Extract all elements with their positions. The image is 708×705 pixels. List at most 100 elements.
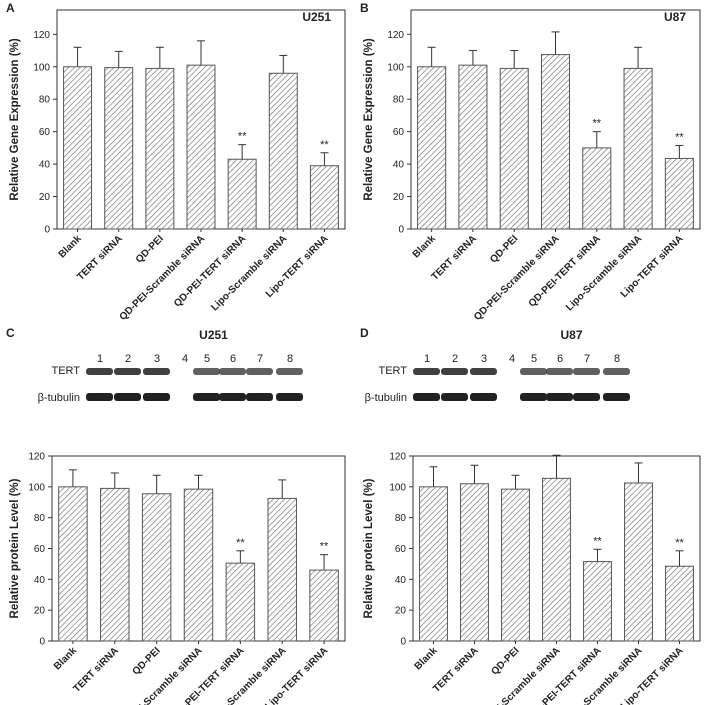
bar: [540, 54, 571, 230]
chart-title: U87: [560, 328, 582, 342]
x-tick-label: QD-PEI-Scramble siRNA: [118, 233, 208, 323]
lane-label: 6: [230, 353, 236, 365]
x-tick-label: QD-PEI: [131, 645, 163, 677]
bar: [417, 66, 447, 230]
y-tick-label: 80: [395, 513, 407, 524]
blot-row-label: β-tubulin: [38, 392, 80, 404]
lane-label: 1: [424, 353, 430, 365]
significance-mark: **: [675, 537, 684, 549]
lane-label: 8: [287, 353, 293, 365]
tert-band: [520, 368, 547, 375]
x-tick-label: Blank: [52, 645, 79, 672]
bar: [582, 147, 612, 230]
y-tick-label: 100: [389, 482, 406, 493]
y-tick-label: 0: [44, 225, 50, 236]
x-tick-label: QD-PEI: [489, 645, 521, 677]
panel: C U251 Relative protein Level (%) 0 20 40 60 80…: [6, 326, 346, 705]
x-tick-label: QD-PEI-TERT siRNA: [172, 233, 248, 309]
tert-band: [219, 368, 246, 375]
tubulin-band: [546, 393, 573, 401]
chart-title: U251: [199, 328, 228, 342]
lane-label: 5: [204, 353, 210, 365]
tert-band: [470, 368, 497, 375]
bar: [145, 67, 175, 230]
blot-row-label: β-tubulin: [365, 392, 407, 404]
y-tick-label: 100: [387, 62, 404, 73]
tubulin-band: [246, 393, 273, 401]
y-axis-label: Relative Gene Expression (%): [9, 38, 21, 201]
bar: [542, 477, 571, 642]
tubulin-band: [413, 393, 440, 401]
bar: [58, 486, 88, 642]
bar: [458, 64, 488, 230]
bar: [141, 493, 172, 642]
x-tick-label: TERT siRNA: [71, 645, 120, 694]
tubulin-band: [143, 393, 170, 401]
tubulin-band: [573, 393, 600, 401]
y-tick-label: 80: [393, 95, 405, 106]
panel-label: B: [360, 1, 369, 15]
bar: [186, 64, 216, 230]
lane-label: 8: [614, 353, 620, 365]
tubulin-band: [470, 393, 497, 401]
y-tick-label: 120: [28, 452, 45, 463]
y-axis-label: Relative Gene Expression (%): [363, 38, 375, 201]
panel: A U251 Relative Gene Expression (%) 0 20 40 60…: [6, 1, 346, 323]
y-tick-label: 60: [39, 127, 51, 138]
panel: D U87 Relative protein Level (%) 0 20 40 60 80 1…: [360, 326, 701, 705]
panel: B U87 Relative Gene Expression (%) 0 20 40 60 8…: [360, 1, 701, 323]
tert-band: [193, 368, 220, 375]
y-tick-label: 20: [39, 192, 51, 203]
y-tick-label: 80: [39, 95, 51, 106]
y-axis-label: Relative protein Level (%): [363, 478, 375, 618]
y-tick-label: 20: [393, 192, 405, 203]
bar: [183, 488, 214, 642]
bar: [419, 486, 448, 642]
y-tick-label: 0: [400, 637, 406, 648]
tubulin-band: [276, 393, 303, 401]
x-tick-label: Blank: [413, 645, 440, 672]
lane-label: 2: [452, 353, 458, 365]
x-tick-label: QD-PEI: [134, 233, 166, 265]
y-tick-label: 0: [39, 637, 45, 648]
y-tick-label: 100: [33, 62, 50, 73]
bar: [267, 497, 297, 642]
y-tick-label: 40: [393, 160, 405, 171]
tert-band: [114, 368, 141, 375]
lane-label: 6: [557, 353, 563, 365]
y-tick-label: 0: [398, 225, 404, 236]
lane-label: 7: [257, 353, 263, 365]
lane-label: 2: [125, 353, 131, 365]
bar: [583, 561, 612, 642]
tert-band: [546, 368, 573, 375]
y-axis-label: Relative protein Level (%): [9, 478, 21, 618]
y-tick-label: 40: [39, 160, 51, 171]
y-tick-label: 60: [393, 127, 405, 138]
significance-mark: **: [593, 535, 602, 547]
significance-mark: **: [593, 118, 602, 130]
tubulin-band: [441, 393, 468, 401]
x-tick-label: QD-PEI-Scramble siRNA: [472, 233, 562, 323]
bar: [100, 487, 130, 642]
tert-band: [441, 368, 468, 375]
x-tick-label: QD-PEI-TERT siRNA: [527, 233, 603, 309]
bar: [268, 72, 298, 230]
significance-mark: **: [238, 131, 247, 143]
panel-label: A: [6, 1, 15, 15]
lane-label: 1: [97, 353, 103, 365]
lane-label: 7: [584, 353, 590, 365]
y-tick-label: 40: [395, 575, 407, 586]
bar: [309, 165, 339, 230]
tert-band: [573, 368, 600, 375]
bar: [104, 67, 134, 230]
lane-label: 4: [509, 353, 515, 365]
panel-label: C: [6, 326, 15, 340]
tert-band: [86, 368, 113, 375]
significance-mark: **: [236, 537, 245, 549]
chart-title: U251: [302, 10, 331, 24]
tubulin-band: [86, 393, 113, 401]
y-tick-label: 120: [389, 452, 406, 463]
x-tick-label: Blank: [411, 233, 438, 260]
blot-row-label: TERT: [378, 365, 407, 377]
